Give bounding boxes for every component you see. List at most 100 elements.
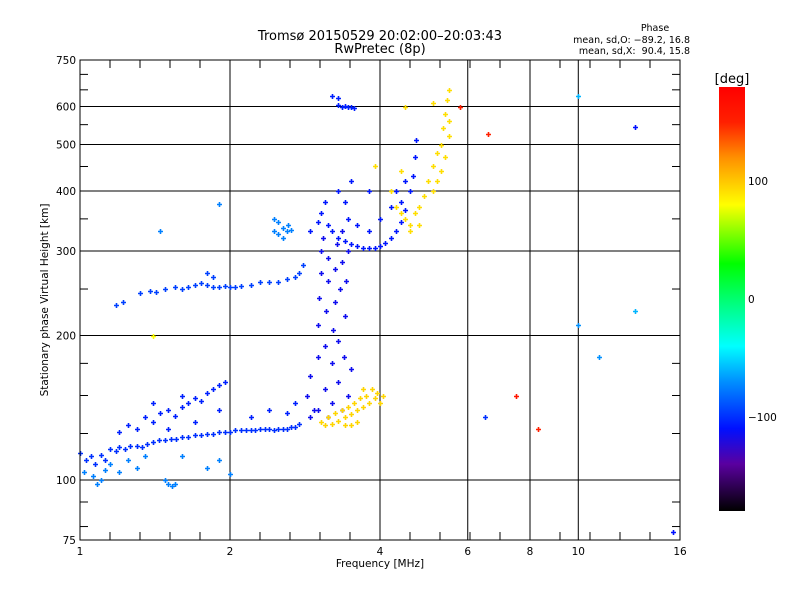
x-tick-label: 8 [527, 546, 534, 558]
data-point [417, 205, 422, 210]
data-point [249, 283, 254, 288]
data-point [126, 458, 131, 463]
x-tick-label: 4 [377, 546, 384, 558]
data-point [340, 408, 345, 413]
chart-title: Tromsø 20150529 20:02:00–20:03:43 [257, 29, 502, 44]
data-point [99, 453, 104, 458]
data-point [399, 200, 404, 205]
data-point [217, 430, 222, 435]
data-point [367, 246, 372, 251]
data-point [233, 428, 238, 433]
data-point [633, 125, 638, 130]
data-point [244, 428, 249, 433]
data-point [163, 438, 168, 443]
data-point [394, 189, 399, 194]
data-point [293, 425, 298, 430]
data-point [84, 458, 89, 463]
data-point [346, 405, 351, 410]
data-point [114, 449, 119, 454]
data-point [239, 284, 244, 289]
data-point [316, 408, 321, 413]
trace-e-layer-x-trace [319, 387, 386, 428]
data-point [431, 189, 436, 194]
data-point [483, 415, 488, 420]
data-point [211, 432, 216, 437]
chart-subtitle: RwPretec (8p) [334, 42, 425, 57]
data-point [199, 399, 204, 404]
data-point [82, 470, 87, 475]
data-point [336, 419, 341, 424]
data-point [349, 105, 354, 110]
data-point [143, 415, 148, 420]
data-point [408, 223, 413, 228]
trace-blob-2-5-mhz [158, 202, 294, 241]
x-tick-label: 1 [77, 546, 84, 558]
data-point [352, 106, 357, 111]
data-point [343, 415, 348, 420]
data-point [403, 208, 408, 213]
data-point [166, 427, 171, 432]
data-point [151, 401, 156, 406]
data-point [330, 401, 335, 406]
data-point [373, 246, 378, 251]
trace-e-layer-upper-scatter [117, 380, 298, 435]
data-point [364, 394, 369, 399]
data-point [367, 189, 372, 194]
data-point [373, 396, 378, 401]
y-tick-label: 100 [56, 475, 76, 487]
data-point [378, 401, 383, 406]
data-point [308, 229, 313, 234]
data-point [335, 242, 340, 247]
data-point [135, 466, 140, 471]
data-point [336, 103, 341, 108]
data-point [408, 189, 413, 194]
data-point [378, 244, 383, 249]
data-point [514, 394, 519, 399]
data-point [205, 283, 210, 288]
data-point [151, 334, 156, 339]
data-point [367, 229, 372, 234]
data-point [486, 132, 491, 137]
trace-f-trace-250-km [114, 263, 306, 308]
data-point [344, 279, 349, 284]
data-point [355, 408, 360, 413]
data-point [321, 236, 326, 241]
data-point [336, 236, 341, 241]
data-point [411, 174, 416, 179]
data-point [193, 283, 198, 288]
trace-e-layer-o-trace [78, 422, 302, 467]
data-point [180, 405, 185, 410]
data-point [389, 236, 394, 241]
data-point [330, 229, 335, 234]
data-point [267, 427, 272, 432]
data-point [93, 462, 98, 467]
data-point [317, 296, 322, 301]
data-point [414, 138, 419, 143]
data-point [174, 437, 179, 442]
data-point [223, 284, 228, 289]
data-point [319, 271, 324, 276]
data-point [211, 275, 216, 280]
data-point [336, 189, 341, 194]
data-point [258, 427, 263, 432]
data-point [367, 401, 372, 406]
data-point [316, 220, 321, 225]
data-point [536, 427, 541, 432]
data-point [319, 211, 324, 216]
y-tick-label: 750 [56, 55, 76, 67]
data-point [316, 355, 321, 360]
data-point [158, 229, 163, 234]
data-point [135, 427, 140, 432]
data-point [211, 387, 216, 392]
data-point [145, 442, 150, 447]
data-point [128, 444, 133, 449]
data-point [180, 287, 185, 292]
data-point [323, 423, 328, 428]
phase-info-o: mean, sd,O: −89.2, 16.8 [573, 35, 690, 46]
data-point [343, 104, 348, 109]
data-point [117, 445, 122, 450]
trace-top-blob [330, 94, 357, 111]
data-point [443, 155, 448, 160]
data-point [426, 179, 431, 184]
data-point [293, 275, 298, 280]
